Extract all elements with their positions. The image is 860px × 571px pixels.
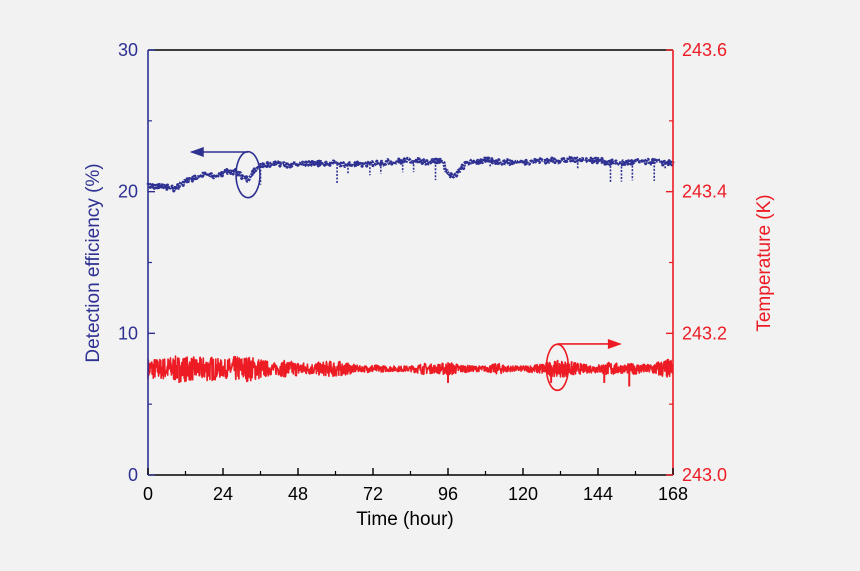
x-axis-title: Time (hour) (356, 509, 453, 530)
temperature-series (147, 355, 674, 387)
left-y-tick-label: 30 (118, 40, 138, 60)
right-y-tick-label: 243.4 (682, 182, 727, 202)
x-tick-label: 0 (143, 484, 153, 504)
left-y-axis-title: Detection efficiency (%) (83, 163, 104, 362)
efficiency-arrowhead (189, 147, 204, 157)
left-y-tick-label: 20 (118, 182, 138, 202)
left-y-tick-label: 0 (128, 465, 138, 485)
x-tick-label: 96 (438, 484, 458, 504)
temperature-arrowhead (607, 338, 622, 349)
axis-ticks: 0 24 48 72 96 120 144 168 0 10 20 30 243.0 243.2 243.4… (118, 40, 727, 504)
right-y-tick-label: 243.0 (682, 465, 727, 485)
right-y-tick-label: 243.6 (682, 40, 727, 60)
plot-area (148, 50, 673, 475)
x-tick-label: 168 (658, 484, 688, 504)
x-tick-label: 144 (583, 484, 613, 504)
x-tick-label: 120 (508, 484, 538, 504)
x-tick-label: 72 (363, 484, 383, 504)
right-y-axis-title: Temperature (K) (754, 194, 775, 331)
right-y-tick-label: 243.2 (682, 323, 727, 343)
x-tick-label: 24 (213, 484, 233, 504)
temperature-line (147, 355, 674, 383)
annotations (189, 147, 622, 392)
x-tick-label: 48 (288, 484, 308, 504)
left-y-tick-label: 10 (118, 323, 138, 343)
